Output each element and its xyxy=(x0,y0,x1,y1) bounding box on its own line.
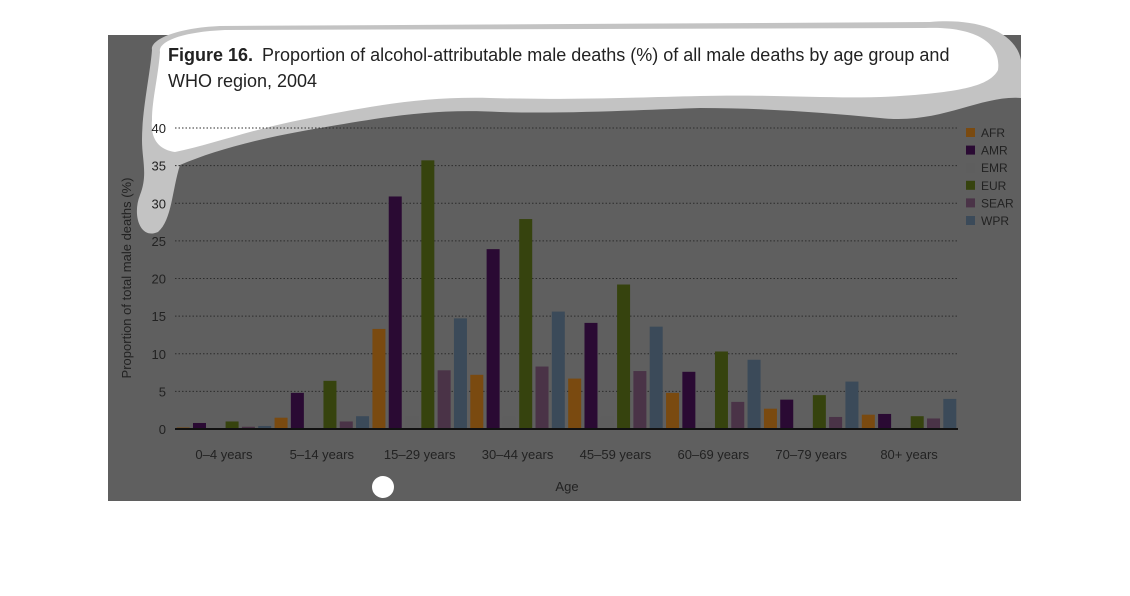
y-tick-label: 35 xyxy=(152,159,166,174)
bar-afr xyxy=(470,374,484,429)
y-tick-label: 40 xyxy=(152,121,166,136)
legend-label: EMR xyxy=(981,161,1008,175)
legend: AFR AMR EMR EUR SEAR WPR xyxy=(966,126,1014,228)
bar-sear xyxy=(829,416,843,429)
bar-amr xyxy=(388,196,402,429)
bar-amr xyxy=(486,249,500,429)
bar-afr xyxy=(666,392,680,429)
bar-sear xyxy=(731,401,745,429)
legend-swatch-afr xyxy=(966,128,975,137)
bar-sear xyxy=(633,371,647,429)
legend-label: SEAR xyxy=(981,196,1014,210)
bar-amr xyxy=(584,322,598,429)
y-tick-label: 10 xyxy=(152,347,166,362)
bar-sear xyxy=(437,370,451,429)
bar-eur xyxy=(617,284,631,429)
bar-emr xyxy=(502,416,516,429)
x-tick-label: 60–69 years xyxy=(678,447,750,462)
legend-swatch-amr xyxy=(966,145,975,155)
bar-eur xyxy=(225,421,239,429)
bar-amr xyxy=(780,399,794,429)
y-tick-label: 5 xyxy=(159,384,166,399)
x-axis-ticks: 0–4 years 5–14 years 15–29 years 30–44 year… xyxy=(195,447,938,462)
legend-swatch-wpr xyxy=(966,216,975,225)
legend-swatch-emr xyxy=(966,163,975,173)
bar-emr xyxy=(894,426,908,429)
bar-amr xyxy=(290,392,304,429)
bar-wpr xyxy=(356,416,370,429)
bar-afr xyxy=(861,414,875,429)
legend-label: AMR xyxy=(981,144,1008,158)
x-axis-label: Age xyxy=(555,479,578,494)
y-tick-label: 30 xyxy=(152,196,166,211)
bar-emr xyxy=(796,425,810,429)
y-tick-label: 25 xyxy=(152,234,166,249)
x-tick-label: 0–4 years xyxy=(195,447,253,462)
decorative-dot xyxy=(372,476,394,498)
bar-sear xyxy=(339,421,353,429)
x-tick-label: 70–79 years xyxy=(775,447,847,462)
bar-emr xyxy=(600,416,614,429)
bar-wpr xyxy=(453,318,467,429)
figure-label: Figure 16. xyxy=(168,45,253,65)
bar-wpr xyxy=(258,425,272,429)
bar-eur xyxy=(910,416,924,429)
bar-sear xyxy=(535,366,549,429)
x-tick-label: 15–29 years xyxy=(384,447,456,462)
bar-eur xyxy=(421,160,435,430)
bar-eur xyxy=(812,395,826,429)
legend-label: WPR xyxy=(981,214,1009,228)
bar-amr xyxy=(192,422,206,429)
bar-eur xyxy=(519,219,533,429)
y-axis-ticks: 0 5 10 15 20 25 30 35 40 xyxy=(152,121,166,437)
bar-afr xyxy=(372,328,386,429)
y-tick-label: 0 xyxy=(159,422,166,437)
chart-title: Figure 16. Proportion of alcohol-attribu… xyxy=(168,45,949,65)
x-tick-label: 80+ years xyxy=(880,447,938,462)
x-tick-label: 45–59 years xyxy=(580,447,652,462)
title-line-2: WHO region, 2004 xyxy=(168,71,317,91)
bar-wpr xyxy=(551,311,565,429)
bar-emr xyxy=(698,422,712,429)
legend-swatch-eur xyxy=(966,180,975,190)
bar-wpr xyxy=(943,398,957,429)
legend-label: EUR xyxy=(981,179,1007,193)
bar-wpr xyxy=(649,326,663,429)
bar-eur xyxy=(714,351,728,429)
legend-label: AFR xyxy=(981,126,1005,140)
bar-afr xyxy=(568,378,582,429)
bar-eur xyxy=(323,380,337,429)
gridlines xyxy=(175,127,958,392)
bar-wpr xyxy=(845,381,859,429)
title-line-1: Proportion of alcohol-attributable male … xyxy=(262,45,949,65)
bar-emr xyxy=(307,426,321,429)
legend-swatch-sear xyxy=(966,198,975,208)
bar-emr xyxy=(405,416,419,429)
bar-wpr xyxy=(747,359,761,429)
bar-amr xyxy=(878,413,892,429)
bar-afr xyxy=(274,417,288,429)
x-tick-label: 30–44 years xyxy=(482,447,554,462)
bar-sear xyxy=(241,426,255,429)
bar-amr xyxy=(682,371,696,429)
bar-sear xyxy=(927,418,941,429)
y-tick-label: 15 xyxy=(152,309,166,324)
bar-afr xyxy=(763,408,777,429)
y-tick-label: 20 xyxy=(152,272,166,287)
y-axis-label: Proportion of total male deaths (%) xyxy=(119,178,134,379)
title-overlay-inner xyxy=(151,27,999,152)
bars xyxy=(176,160,957,430)
x-tick-label: 5–14 years xyxy=(290,447,355,462)
